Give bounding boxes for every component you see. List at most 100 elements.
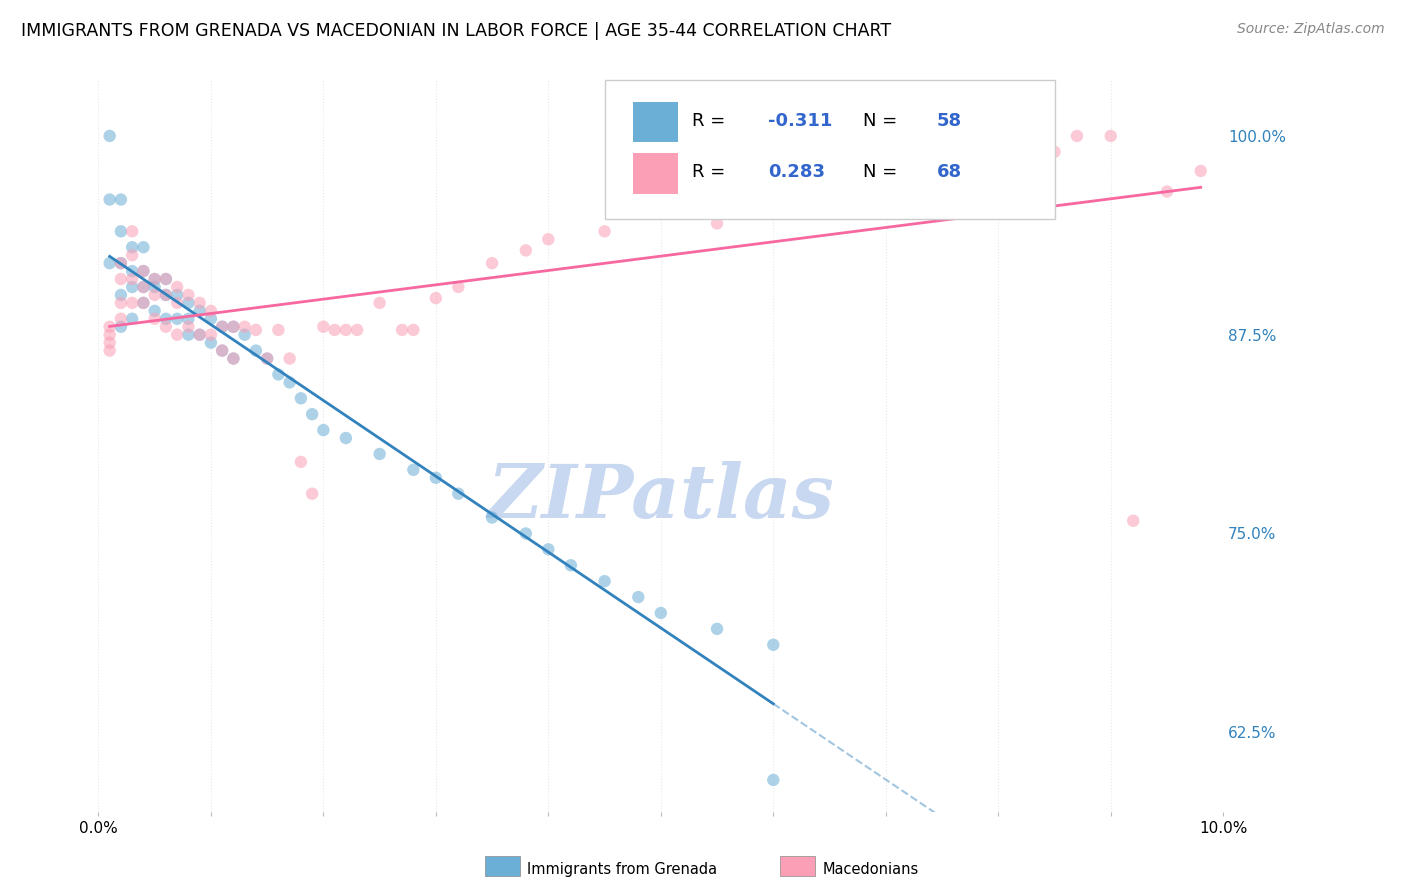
Point [188,296,211,310]
Point [256,351,278,366]
Point [537,542,560,557]
Text: 58: 58 [936,112,962,129]
Point [593,224,616,238]
Point [155,272,177,286]
Point [762,638,785,652]
Point [537,232,560,246]
Point [402,463,425,477]
Point [98,343,121,358]
Point [110,224,132,238]
Point [1122,514,1144,528]
Point [1099,128,1122,143]
Point [650,606,672,620]
Point [177,288,200,302]
Point [132,296,155,310]
Point [200,311,222,326]
Text: 68: 68 [936,162,962,181]
Point [98,327,121,342]
Point [818,195,841,210]
Point [762,201,785,215]
Point [143,303,166,318]
Point [346,323,368,337]
Point [301,486,323,500]
Point [447,486,470,500]
Point [121,224,143,238]
Text: N =: N = [863,112,903,129]
Text: ZIPatlas: ZIPatlas [488,461,834,533]
Point [200,327,222,342]
Point [166,288,188,302]
Point [1189,164,1212,178]
Point [290,392,312,406]
Point [110,288,132,302]
Point [166,311,188,326]
Point [98,193,121,207]
Point [290,455,312,469]
Point [188,327,211,342]
Point [368,296,391,310]
Point [312,319,335,334]
Point [1043,145,1066,159]
Point [481,510,503,524]
Text: N =: N = [863,162,903,181]
Text: -0.311: -0.311 [768,112,832,129]
Point [650,145,672,159]
Point [931,177,953,191]
Point [188,327,211,342]
Point [256,351,278,366]
Point [143,280,166,294]
Point [222,319,245,334]
Point [110,193,132,207]
Point [211,319,233,334]
Point [143,311,166,326]
Point [211,343,233,358]
Point [155,272,177,286]
Point [98,319,121,334]
Point [98,335,121,350]
Point [166,280,188,294]
Point [121,248,143,262]
Point [166,327,188,342]
Point [121,280,143,294]
Point [132,240,155,254]
Point [987,169,1010,183]
Point [121,296,143,310]
Point [267,323,290,337]
Point [177,319,200,334]
Point [391,323,413,337]
Point [706,622,728,636]
Point [267,368,290,382]
Point [132,296,155,310]
Point [481,256,503,270]
Point [98,256,121,270]
Point [155,288,177,302]
Point [593,574,616,589]
Point [110,319,132,334]
Point [245,343,267,358]
Point [155,319,177,334]
Point [278,351,301,366]
Point [627,590,650,604]
Point [875,185,897,199]
Point [166,296,188,310]
Point [177,311,200,326]
Point [233,319,256,334]
Point [200,303,222,318]
FancyBboxPatch shape [605,80,1054,219]
Point [233,327,256,342]
Point [143,272,166,286]
Point [245,323,267,337]
Point [143,272,166,286]
Point [312,423,335,437]
Point [222,319,245,334]
Point [560,558,582,573]
Point [110,311,132,326]
Point [110,272,132,286]
Point [177,327,200,342]
Point [155,311,177,326]
Point [132,264,155,278]
Point [425,471,447,485]
Point [515,244,537,258]
Point [706,216,728,230]
Point [132,264,155,278]
